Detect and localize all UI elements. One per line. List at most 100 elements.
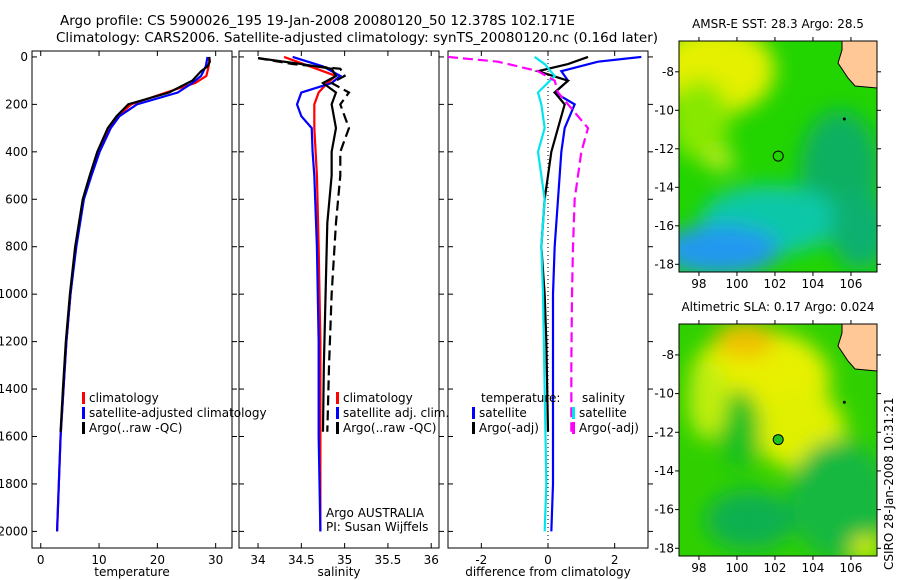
legend-swatch xyxy=(336,422,339,434)
difference-series-temperature-satellite xyxy=(550,55,642,532)
temperature-axes-box xyxy=(31,50,233,549)
lon-tick-label: 98 xyxy=(691,561,706,575)
sla_map-title: Altimetric SLA: 0.17 Argo: 0.024 xyxy=(681,300,874,314)
temperature-series-climatology xyxy=(55,56,211,532)
y-tick-label: 0 xyxy=(20,50,28,64)
lat-tick-label: -18 xyxy=(654,257,674,271)
lat-tick-label: -10 xyxy=(654,103,674,117)
legend-swatch xyxy=(572,422,575,434)
difference-series-salinity-satellite xyxy=(534,56,557,532)
salinity-series-group xyxy=(257,55,351,532)
lat-tick-label: -12 xyxy=(654,142,674,156)
x-tick-label: 0 xyxy=(37,553,45,567)
x-tick-label: 30 xyxy=(208,553,223,567)
y-tick-label: 400 xyxy=(5,145,28,159)
lon-tick-label: 100 xyxy=(726,561,749,575)
figure-title-line1: Argo profile: CS 5900026_195 19-Jan-2008… xyxy=(60,13,575,29)
lat-tick-label: -16 xyxy=(654,219,674,233)
y-tick-label: 1200 xyxy=(0,335,28,349)
legend-label: Argo(-adj) xyxy=(579,421,639,435)
legend-label: satellite xyxy=(579,406,627,420)
y-tick-label: 200 xyxy=(5,97,28,111)
lat-tick-label: -8 xyxy=(662,65,674,79)
legend-label: Argo(-adj) xyxy=(479,421,539,435)
x-tick-label: 2 xyxy=(611,553,619,567)
temperature-series-satellite-adjusted-climatology xyxy=(55,56,209,532)
lon-tick-label: 100 xyxy=(726,277,749,291)
sla_map-frame xyxy=(678,323,878,557)
lat-tick-label: -16 xyxy=(654,503,674,517)
legend-swatch xyxy=(472,422,475,434)
x-axis-label: temperature xyxy=(94,565,169,579)
credit-text: CSIRO 28-Jan-2008 10:31:21 xyxy=(882,398,896,570)
legend-label: climatology xyxy=(89,391,159,405)
legend-heading: salinity xyxy=(582,391,625,405)
difference-series-salinity-argo-adj- xyxy=(448,55,590,432)
temperature-series-group xyxy=(55,56,211,532)
lat-tick-label: -14 xyxy=(654,464,674,478)
legend-label: Argo(..raw -QC) xyxy=(343,421,436,435)
legend-swatch xyxy=(336,392,339,404)
y-tick-label: 1000 xyxy=(0,287,28,301)
sst-map-field xyxy=(679,41,877,272)
figure-title-line2: Climatology: CARS2006. Satellite-adjuste… xyxy=(56,30,659,46)
sst_map-frame xyxy=(678,40,878,273)
salinity-axes-box xyxy=(238,50,440,549)
x-axis-label: difference from climatology xyxy=(465,565,631,579)
y-tick-label: 1800 xyxy=(0,477,28,491)
sla-map-field xyxy=(679,324,877,556)
lon-tick-label: 102 xyxy=(764,561,787,575)
legend-swatch xyxy=(82,422,85,434)
x-tick-label: 35 xyxy=(337,553,352,567)
y-tick-label: 2000 xyxy=(0,524,28,538)
x-tick-label: 20 xyxy=(150,553,165,567)
lat-tick-label: -18 xyxy=(654,541,674,555)
temperature-series-argo-raw-qc- xyxy=(59,56,211,432)
lon-tick-label: 106 xyxy=(840,561,863,575)
lat-tick-label: -8 xyxy=(662,348,674,362)
legend-label: satellite adj. clim. xyxy=(343,406,449,420)
x-tick-label: 36 xyxy=(424,553,439,567)
island-marker xyxy=(842,400,846,404)
legend-swatch xyxy=(572,407,575,419)
lon-tick-label: 98 xyxy=(691,277,706,291)
x-axis-label: salinity xyxy=(317,565,360,579)
salinity-series-argo-solid xyxy=(257,57,338,432)
argo-location-marker xyxy=(772,434,784,446)
x-tick-label: 10 xyxy=(91,553,106,567)
salinity-series-climatology xyxy=(283,55,339,532)
salinity-series-argo-raw-qc- xyxy=(257,57,351,432)
x-tick-label: 34 xyxy=(250,553,265,567)
legend-swatch xyxy=(82,392,85,404)
lat-tick-label: -10 xyxy=(654,387,674,401)
sst_map-title: AMSR-E SST: 28.3 Argo: 28.5 xyxy=(692,17,864,31)
argo-annotation: Argo AUSTRALIA xyxy=(326,506,425,520)
lon-tick-label: 106 xyxy=(840,277,863,291)
legend-label: climatology xyxy=(343,391,413,405)
x-tick-label: -2 xyxy=(475,553,487,567)
y-tick-label: 800 xyxy=(5,240,28,254)
lon-tick-label: 104 xyxy=(802,561,825,575)
lon-tick-label: 104 xyxy=(802,277,825,291)
legend-swatch xyxy=(336,407,339,419)
pi-annotation: PI: Susan Wijffels xyxy=(326,520,428,534)
island-marker xyxy=(842,117,846,121)
lat-tick-label: -12 xyxy=(654,425,674,439)
salinity-series-satellite-adj-clim- xyxy=(292,55,343,532)
legend-heading: temperature: xyxy=(481,391,560,405)
y-tick-label: 1600 xyxy=(0,430,28,444)
legend-label: satellite-adjusted climatology xyxy=(89,406,267,420)
lon-tick-label: 102 xyxy=(764,277,787,291)
legend-swatch xyxy=(472,407,475,419)
y-tick-label: 600 xyxy=(5,192,28,206)
difference-series-group xyxy=(448,55,642,532)
lat-tick-label: -14 xyxy=(654,180,674,194)
legend-label: satellite xyxy=(479,406,527,420)
x-tick-label: 34.5 xyxy=(288,553,315,567)
y-tick-label: 1400 xyxy=(0,382,28,396)
legend-swatch xyxy=(82,407,85,419)
x-tick-label: 0 xyxy=(544,553,552,567)
argo-location-marker xyxy=(772,150,784,162)
